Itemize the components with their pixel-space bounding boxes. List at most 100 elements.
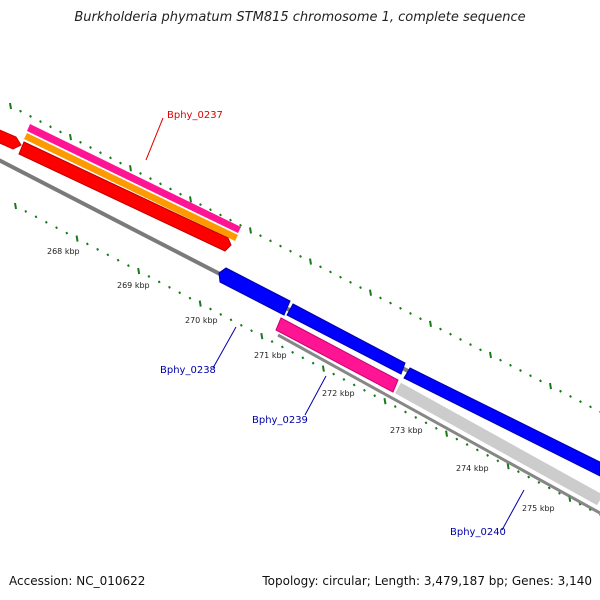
tick-mark	[455, 437, 459, 441]
kbp-label: 270 kbp	[185, 316, 218, 325]
tick-mark	[537, 481, 541, 484]
tick-mark	[509, 363, 512, 367]
tick-mark	[239, 323, 243, 327]
grey-track-segment	[395, 382, 600, 506]
tick-mark	[127, 264, 130, 268]
tick-mark	[89, 146, 92, 149]
tick-mark	[559, 389, 562, 393]
tick-mark	[219, 213, 222, 217]
tick-mark	[209, 208, 212, 212]
tick-mark	[116, 258, 120, 262]
kbp-label: 273 kbp	[390, 426, 423, 435]
gene-bphy-0238-blue	[218, 267, 291, 316]
tick-mark	[547, 486, 551, 490]
tick-mark	[419, 317, 422, 321]
kbp-label: 271 kbp	[254, 351, 287, 360]
tick-mark	[168, 285, 171, 289]
gene-label-bphy-0237[interactable]: Bphy_0237	[167, 110, 223, 121]
tick-mark	[49, 125, 52, 129]
tick-mark	[129, 165, 132, 172]
tick-mark	[529, 374, 532, 378]
tick-mark	[299, 254, 302, 258]
backbone-line-lower	[277, 333, 600, 515]
tick-mark	[29, 114, 32, 118]
gene-label-bphy-0239[interactable]: Bphy_0239	[252, 415, 308, 426]
kbp-label: 269 kbp	[117, 281, 150, 290]
tick-mark	[239, 223, 242, 227]
tick-mark	[332, 372, 336, 376]
tick-mark	[301, 356, 305, 360]
tick-mark	[249, 227, 252, 234]
tick-mark	[289, 249, 292, 253]
gene-bphy-0237-red	[18, 141, 232, 252]
tick-mark	[14, 202, 17, 210]
tick-mark	[389, 301, 392, 305]
outer-tick-ring	[9, 102, 600, 414]
tick-mark	[359, 286, 362, 289]
tick-mark	[59, 130, 62, 134]
tick-mark	[399, 306, 402, 310]
tick-mark	[19, 109, 22, 113]
leader-bphy-0238	[212, 326, 237, 369]
tick-mark	[414, 415, 418, 419]
tick-mark	[280, 345, 284, 349]
accession-text: Accession: NC_010622	[9, 574, 146, 588]
tick-mark	[137, 267, 141, 275]
tick-mark	[159, 182, 162, 186]
tick-mark	[479, 348, 482, 352]
gene-bphy-0237-orange	[24, 133, 238, 241]
tick-mark	[69, 133, 72, 141]
kbp-label: 275 kbp	[522, 504, 555, 513]
tick-mark	[404, 410, 407, 414]
tick-mark	[157, 280, 161, 284]
tick-mark	[369, 289, 372, 296]
tick-mark	[178, 291, 182, 295]
tick-mark	[9, 102, 12, 110]
tick-mark	[189, 196, 192, 203]
tick-mark	[55, 226, 58, 230]
leader-bphy-0237	[145, 117, 164, 161]
map-title: Burkholderia phymatum STM815 chromosome …	[74, 10, 526, 25]
tick-mark	[229, 318, 233, 322]
gene-label-bphy-0240[interactable]: Bphy_0240	[450, 527, 506, 538]
kbp-label: 274 kbp	[456, 464, 489, 473]
tick-mark	[429, 320, 432, 327]
tick-mark	[75, 235, 79, 242]
tick-mark	[439, 327, 442, 331]
tick-mark	[85, 242, 89, 246]
tick-mark	[311, 361, 315, 365]
tick-mark	[209, 307, 212, 311]
tick-mark	[496, 459, 500, 463]
tick-mark	[465, 443, 469, 446]
kbp-label: 272 kbp	[322, 389, 355, 398]
tick-mark	[119, 161, 122, 165]
tick-mark	[259, 234, 262, 238]
kbp-label: 268 kbp	[47, 247, 80, 256]
tick-mark	[558, 491, 561, 495]
tick-mark	[319, 265, 322, 269]
tick-mark	[96, 247, 99, 251]
tick-mark	[321, 365, 325, 372]
tick-mark	[309, 258, 312, 265]
tick-mark	[475, 448, 479, 452]
gene-bphy-0239-pink	[275, 317, 399, 393]
leader-bphy-0240	[501, 489, 525, 531]
tick-mark	[469, 343, 472, 347]
gene-bphy-0237-pink	[27, 124, 241, 233]
tick-mark	[517, 470, 520, 474]
tick-mark	[147, 275, 151, 278]
tick-mark	[179, 192, 182, 196]
gene-blue-long	[286, 303, 406, 375]
tick-mark	[250, 329, 253, 333]
tick-mark	[499, 358, 502, 362]
gene-label-bphy-0238[interactable]: Bphy_0238	[160, 365, 216, 376]
tick-mark	[169, 187, 172, 191]
tick-mark	[44, 220, 48, 224]
tick-mark	[352, 383, 356, 387]
tick-mark	[229, 218, 232, 222]
tick-mark	[506, 463, 510, 470]
tick-mark	[519, 369, 522, 372]
tick-mark	[373, 394, 377, 398]
tick-mark	[329, 270, 332, 274]
